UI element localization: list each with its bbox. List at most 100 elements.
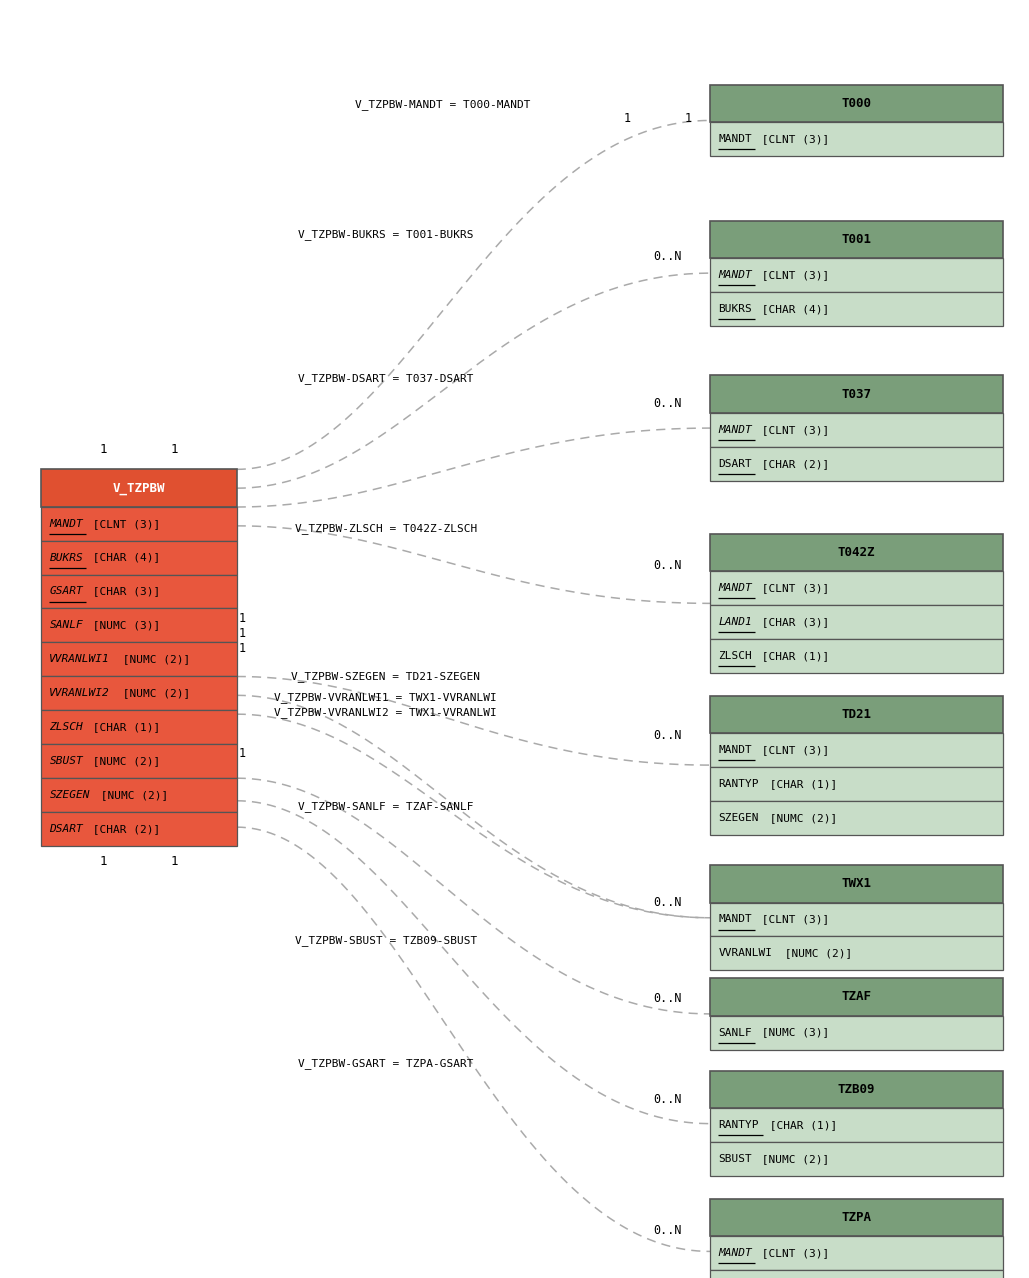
Text: 0..N: 0..N	[653, 1093, 682, 1105]
Text: V_TZPBW-SANLF = TZAF-SANLF: V_TZPBW-SANLF = TZAF-SANLF	[298, 801, 473, 812]
Text: MANDT: MANDT	[718, 1249, 752, 1258]
Text: T000: T000	[842, 97, 872, 110]
Text: V_TZPBW-VVRANLWI2 = TWX1-VVRANLWI: V_TZPBW-VVRANLWI2 = TWX1-VVRANLWI	[275, 707, 497, 718]
Text: 0..N: 0..N	[653, 896, 682, 909]
Text: [CLNT (3)]: [CLNT (3)]	[755, 270, 829, 280]
Text: 0..N: 0..N	[653, 397, 682, 410]
FancyBboxPatch shape	[710, 1236, 1003, 1270]
FancyBboxPatch shape	[41, 469, 237, 506]
Text: V_TZPBW-DSART = T037-DSART: V_TZPBW-DSART = T037-DSART	[298, 373, 473, 385]
FancyBboxPatch shape	[710, 123, 1003, 156]
FancyBboxPatch shape	[710, 695, 1003, 732]
Text: DSART: DSART	[718, 459, 752, 469]
Text: BUKRS: BUKRS	[49, 552, 83, 562]
Text: [CLNT (3)]: [CLNT (3)]	[755, 1249, 829, 1258]
FancyBboxPatch shape	[710, 978, 1003, 1016]
Text: MANDT: MANDT	[718, 583, 752, 593]
Text: V_TZPBW-VVRANLWI1 = TWX1-VVRANLWI: V_TZPBW-VVRANLWI1 = TWX1-VVRANLWI	[275, 693, 497, 703]
Text: V_TZPBW-MANDT = T000-MANDT: V_TZPBW-MANDT = T000-MANDT	[355, 98, 530, 110]
FancyBboxPatch shape	[710, 534, 1003, 571]
Text: 1: 1	[625, 112, 631, 125]
FancyBboxPatch shape	[710, 1016, 1003, 1049]
Text: [NUMC (2)]: [NUMC (2)]	[116, 689, 190, 698]
FancyBboxPatch shape	[41, 676, 237, 711]
FancyBboxPatch shape	[710, 865, 1003, 902]
Text: VVRANLWI: VVRANLWI	[718, 948, 772, 958]
FancyBboxPatch shape	[41, 541, 237, 575]
Text: SANLF: SANLF	[49, 620, 83, 630]
Text: BUKRS: BUKRS	[718, 304, 752, 314]
Text: [NUMC (2)]: [NUMC (2)]	[778, 948, 852, 958]
Text: [CHAR (4)]: [CHAR (4)]	[755, 304, 829, 314]
FancyBboxPatch shape	[710, 447, 1003, 481]
Text: 1: 1	[239, 642, 245, 654]
Text: [NUMC (3)]: [NUMC (3)]	[86, 620, 161, 630]
Text: [CLNT (3)]: [CLNT (3)]	[755, 134, 829, 144]
FancyBboxPatch shape	[41, 506, 237, 541]
Text: RANTYP: RANTYP	[718, 778, 758, 789]
Text: [CHAR (3)]: [CHAR (3)]	[755, 617, 829, 627]
FancyBboxPatch shape	[710, 376, 1003, 413]
Text: [CHAR (1)]: [CHAR (1)]	[762, 778, 837, 789]
Text: 0..N: 0..N	[653, 250, 682, 263]
FancyBboxPatch shape	[710, 732, 1003, 767]
Text: MANDT: MANDT	[49, 519, 83, 529]
Text: V_TZPBW: V_TZPBW	[112, 482, 166, 495]
Text: [CLNT (3)]: [CLNT (3)]	[755, 915, 829, 924]
Text: V_TZPBW-GSART = TZPA-GSART: V_TZPBW-GSART = TZPA-GSART	[298, 1058, 473, 1068]
Text: 0..N: 0..N	[653, 1224, 682, 1237]
Text: V_TZPBW-SZEGEN = TD21-SZEGEN: V_TZPBW-SZEGEN = TD21-SZEGEN	[291, 671, 481, 681]
Text: [CHAR (1)]: [CHAR (1)]	[755, 651, 829, 661]
Text: T037: T037	[842, 387, 872, 400]
Text: TWX1: TWX1	[842, 878, 872, 891]
Text: [CHAR (1)]: [CHAR (1)]	[762, 1121, 837, 1130]
Text: [CHAR (2)]: [CHAR (2)]	[86, 824, 161, 835]
FancyBboxPatch shape	[41, 711, 237, 744]
FancyBboxPatch shape	[710, 413, 1003, 447]
Text: RANTYP: RANTYP	[718, 1121, 758, 1130]
Text: 1: 1	[239, 612, 245, 625]
Text: [CLNT (3)]: [CLNT (3)]	[755, 745, 829, 755]
FancyBboxPatch shape	[710, 604, 1003, 639]
FancyBboxPatch shape	[710, 571, 1003, 604]
FancyBboxPatch shape	[41, 608, 237, 643]
Text: [CLNT (3)]: [CLNT (3)]	[755, 583, 829, 593]
Text: TD21: TD21	[842, 708, 872, 721]
Text: [NUMC (2)]: [NUMC (2)]	[755, 1154, 829, 1164]
FancyBboxPatch shape	[41, 812, 237, 846]
Text: DSART: DSART	[49, 824, 83, 835]
FancyBboxPatch shape	[41, 778, 237, 812]
Text: SBUST: SBUST	[718, 1154, 752, 1164]
FancyBboxPatch shape	[710, 1071, 1003, 1108]
Text: TZAF: TZAF	[842, 990, 872, 1003]
FancyBboxPatch shape	[41, 643, 237, 676]
Text: V_TZPBW-BUKRS = T001-BUKRS: V_TZPBW-BUKRS = T001-BUKRS	[298, 229, 473, 239]
Text: 0..N: 0..N	[653, 992, 682, 1006]
FancyBboxPatch shape	[710, 902, 1003, 937]
Text: 0..N: 0..N	[653, 558, 682, 573]
Text: [CHAR (4)]: [CHAR (4)]	[86, 552, 161, 562]
Text: [CHAR (2)]: [CHAR (2)]	[755, 459, 829, 469]
Text: ZLSCH: ZLSCH	[718, 651, 752, 661]
Text: 1: 1	[100, 855, 107, 868]
Text: [NUMC (2)]: [NUMC (2)]	[762, 813, 837, 823]
Text: [CHAR (1)]: [CHAR (1)]	[86, 722, 161, 732]
Text: SANLF: SANLF	[718, 1028, 752, 1038]
Text: [NUMC (3)]: [NUMC (3)]	[755, 1028, 829, 1038]
Text: SZEGEN: SZEGEN	[718, 813, 758, 823]
Text: 1: 1	[100, 442, 107, 456]
Text: 1: 1	[684, 112, 691, 125]
Text: [CLNT (3)]: [CLNT (3)]	[755, 424, 829, 435]
Text: ZLSCH: ZLSCH	[49, 722, 83, 732]
Text: 0..N: 0..N	[653, 728, 682, 741]
Text: 1: 1	[171, 442, 178, 456]
Text: SBUST: SBUST	[49, 757, 83, 766]
FancyBboxPatch shape	[710, 84, 1003, 123]
Text: SZEGEN: SZEGEN	[49, 790, 90, 800]
Text: [NUMC (2)]: [NUMC (2)]	[86, 757, 161, 766]
FancyBboxPatch shape	[710, 767, 1003, 801]
Text: MANDT: MANDT	[718, 745, 752, 755]
Text: 1: 1	[239, 626, 245, 640]
Text: V_TZPBW-SBUST = TZB09-SBUST: V_TZPBW-SBUST = TZB09-SBUST	[294, 935, 477, 947]
FancyBboxPatch shape	[710, 291, 1003, 326]
